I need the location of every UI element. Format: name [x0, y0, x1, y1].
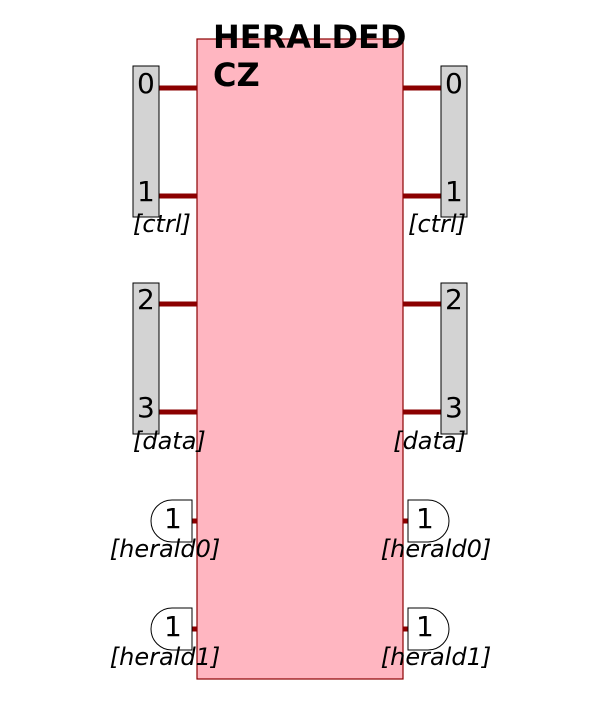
component-body: [196, 38, 404, 680]
right-herald-value: 1: [416, 610, 434, 643]
right-port-box-data: [440, 282, 468, 435]
right-port-box-ctrl: [440, 65, 468, 218]
herald-wires: [192, 518, 408, 632]
right-mode-number: 0: [445, 67, 463, 100]
right-group-label-data: [data]: [393, 427, 466, 455]
left-mode-number: 2: [137, 283, 155, 316]
right-mode-number: 3: [445, 391, 463, 424]
left-group-label-data: [data]: [133, 427, 206, 455]
left-herald-value: 1: [164, 610, 182, 643]
left-mode-number: 1: [137, 175, 155, 208]
component-title-line-2: CZ: [213, 56, 260, 94]
left-mode-number: 0: [137, 67, 155, 100]
mode-wires: [159, 85, 441, 415]
left-herald-label: [herald1]: [110, 643, 220, 671]
right-herald-value: 1: [416, 502, 434, 535]
right-group-label-ctrl: [ctrl]: [408, 210, 466, 238]
left-herald-label: [herald0]: [110, 535, 220, 563]
right-mode-number: 1: [445, 175, 463, 208]
right-herald-shape-1: [407, 607, 450, 651]
left-port-box-ctrl: [132, 65, 160, 218]
right-herald-label: [herald1]: [381, 643, 491, 671]
left-herald-value: 1: [164, 502, 182, 535]
left-herald-shape-1: [150, 607, 193, 651]
right-herald-shape-0: [407, 499, 450, 543]
left-port-box-data: [132, 282, 160, 435]
left-mode-number: 3: [137, 391, 155, 424]
right-herald-label: [herald0]: [381, 535, 491, 563]
left-herald-shape-0: [150, 499, 193, 543]
component-title-line-1: HERALDED: [213, 18, 406, 56]
right-mode-number: 2: [445, 283, 463, 316]
left-group-label-ctrl: [ctrl]: [133, 210, 191, 238]
